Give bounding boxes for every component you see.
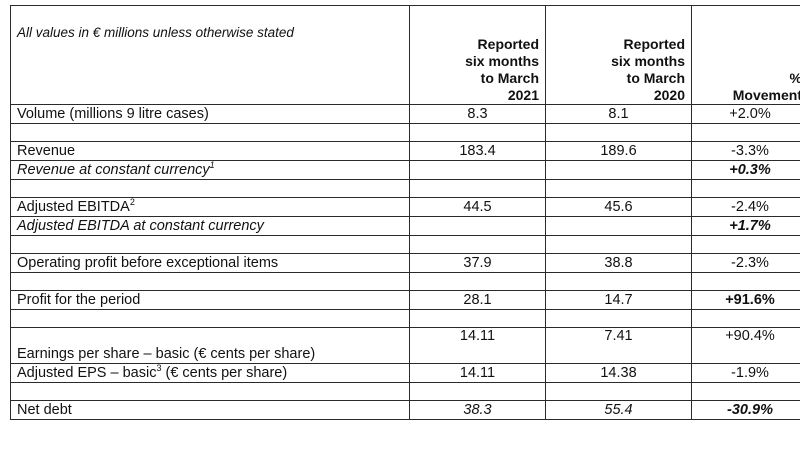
- footnote-marker: 2: [129, 197, 135, 208]
- value-2021: 38.3: [409, 400, 546, 420]
- movement-value: +2.0%: [691, 104, 800, 124]
- movement-value: -2.3%: [691, 253, 800, 273]
- row-operating-profit: Operating profit before exceptional item…: [10, 253, 800, 273]
- header-movement-line: %: [698, 70, 800, 87]
- value-2021: 8.3: [409, 104, 546, 124]
- header-2020: Reported six months to March 2020: [545, 5, 692, 105]
- row-volume: Volume (millions 9 litre cases) 8.3 8.1 …: [10, 104, 800, 124]
- movement-value: -1.9%: [691, 363, 800, 383]
- header-2020-line: 2020: [653, 87, 685, 103]
- header-row: All values in € millions unless otherwis…: [10, 5, 800, 105]
- row-label-text: Revenue at constant currency: [17, 162, 210, 178]
- row-label: Adjusted EBITDA2: [10, 197, 410, 217]
- footnote-marker: 3: [156, 363, 162, 374]
- row-label: Profit for the period: [10, 290, 410, 310]
- value-2020: 14.38: [545, 363, 692, 383]
- header-2021-line: 2021: [507, 87, 539, 103]
- row-label: Volume (millions 9 litre cases): [10, 104, 410, 124]
- row-label: Operating profit before exceptional item…: [10, 253, 410, 273]
- row-revenue: Revenue 183.4 189.6 -3.3%: [10, 141, 800, 161]
- header-2021-line: to March: [480, 70, 539, 86]
- spacer-row: [10, 179, 800, 198]
- value-2021: [409, 160, 546, 180]
- header-2020-line: to March: [626, 70, 685, 86]
- movement-value: -30.9%: [691, 400, 800, 420]
- row-profit-for-period: Profit for the period 28.1 14.7 +91.6%: [10, 290, 800, 310]
- header-2021-line: six months: [465, 53, 539, 69]
- movement-value: +90.4%: [691, 327, 800, 364]
- row-label: Adjusted EBITDA at constant currency: [10, 216, 410, 236]
- row-eps-basic: Earnings per share – basic (€ cents per …: [10, 327, 800, 364]
- spacer-row: [10, 272, 800, 291]
- header-label: All values in € millions unless otherwis…: [10, 5, 410, 105]
- row-adjusted-eps: Adjusted EPS – basic3 (€ cents per share…: [10, 363, 800, 383]
- movement-value: +91.6%: [691, 290, 800, 310]
- value-2020: [545, 160, 692, 180]
- movement-value: +1.7%: [691, 216, 800, 236]
- row-label: Revenue: [10, 141, 410, 161]
- spacer-row: [10, 123, 800, 142]
- header-2021: Reported six months to March 2021: [409, 5, 546, 105]
- header-2021-line: Reported: [477, 36, 539, 52]
- movement-value: -2.4%: [691, 197, 800, 217]
- row-label-text: Adjusted EPS – basic: [17, 365, 157, 381]
- header-2020-line: six months: [611, 53, 685, 69]
- value-2021: 28.1: [409, 290, 546, 310]
- value-2021: 44.5: [409, 197, 546, 217]
- row-label: Earnings per share – basic (€ cents per …: [10, 327, 410, 364]
- row-label-text: Adjusted EBITDA: [17, 199, 130, 215]
- value-2021: 14.11: [409, 327, 546, 364]
- value-2020: 189.6: [545, 141, 692, 161]
- movement-value: -3.3%: [691, 141, 800, 161]
- value-2020: 8.1: [545, 104, 692, 124]
- value-2020: 14.7: [545, 290, 692, 310]
- row-label: Adjusted EPS – basic3 (€ cents per share…: [10, 363, 410, 383]
- value-2020: 55.4: [545, 400, 692, 420]
- row-ebitda-constant-currency: Adjusted EBITDA at constant currency +1.…: [10, 216, 800, 236]
- row-label: Revenue at constant currency1: [10, 160, 410, 180]
- spacer-row: [10, 309, 800, 328]
- value-2021: [409, 216, 546, 236]
- spacer-row: [10, 382, 800, 401]
- movement-value: +0.3%: [691, 160, 800, 180]
- spacer-row: [10, 235, 800, 254]
- value-2021: 183.4: [409, 141, 546, 161]
- row-label: Net debt: [10, 400, 410, 420]
- row-revenue-constant-currency: Revenue at constant currency1 +0.3%: [10, 160, 800, 180]
- header-2020-line: Reported: [623, 36, 685, 52]
- value-2021: 14.11: [409, 363, 546, 383]
- value-2021: 37.9: [409, 253, 546, 273]
- row-adjusted-ebitda: Adjusted EBITDA2 44.5 45.6 -2.4%: [10, 197, 800, 217]
- financial-summary-table: All values in € millions unless otherwis…: [10, 5, 800, 420]
- value-2020: 45.6: [545, 197, 692, 217]
- row-net-debt: Net debt 38.3 55.4 -30.9%: [10, 400, 800, 420]
- header-movement-line: Movement: [732, 87, 800, 103]
- value-2020: 38.8: [545, 253, 692, 273]
- header-movement: % Movement: [691, 5, 800, 105]
- row-label-suffix: (€ cents per share): [161, 365, 288, 381]
- footnote-marker: 1: [209, 160, 215, 171]
- value-2020: [545, 216, 692, 236]
- value-2020: 7.41: [545, 327, 692, 364]
